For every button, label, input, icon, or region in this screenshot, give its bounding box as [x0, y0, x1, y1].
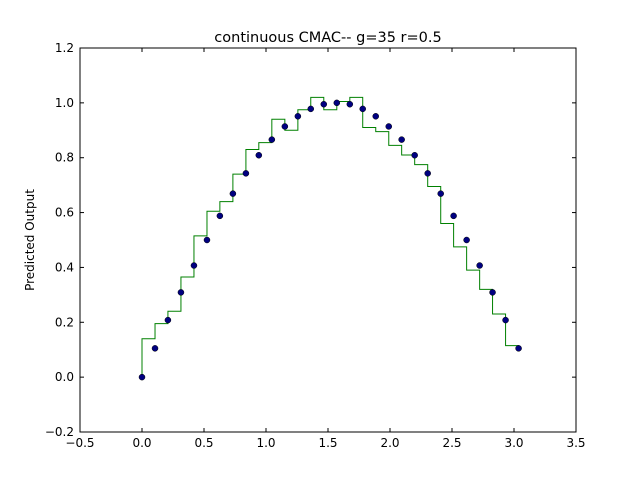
x-tick-label: 0.5 — [194, 436, 213, 450]
data-point — [151, 345, 159, 352]
y-tick-label: 0.8 — [55, 151, 74, 165]
data-point — [463, 236, 470, 244]
data-point — [489, 289, 496, 296]
y-tick-label: −0.2 — [45, 425, 74, 439]
data-point — [164, 316, 172, 324]
data-point — [190, 262, 198, 269]
x-tick-label: 1.0 — [256, 436, 275, 450]
x-tick-label: 1.5 — [318, 436, 337, 450]
data-point — [268, 136, 276, 143]
data-point — [437, 190, 444, 197]
x-tick-label: 3.5 — [566, 436, 585, 450]
data-point — [216, 212, 224, 220]
y-tick-label: 0.2 — [55, 315, 74, 329]
data-point — [346, 100, 354, 108]
prediction-step-line — [141, 96, 520, 378]
data-point — [177, 289, 185, 296]
data-point — [255, 152, 263, 159]
data-point — [281, 123, 289, 130]
data-point — [385, 123, 393, 130]
y-axis-label: Predicted Output — [23, 189, 37, 291]
data-point — [476, 262, 483, 269]
data-point — [294, 113, 302, 120]
data-point — [203, 236, 211, 244]
label-layer: −0.5 0.0 0.5 1.0 1.5 2.0 2.5 3.0 3.5 −0.2 0.0 0.2 0.… — [45, 41, 586, 450]
x-tick-label: 2.5 — [442, 436, 461, 450]
x-tick-label: 2.0 — [380, 436, 399, 450]
data-point — [515, 345, 522, 352]
x-tick-label: −0.5 — [65, 436, 94, 450]
chart-title: continuous CMAC-- g=35 r=0.5 — [214, 30, 441, 46]
data-point — [320, 100, 328, 108]
y-tick-label: 1.2 — [55, 41, 74, 55]
plot-area — [80, 48, 576, 432]
data-point — [411, 152, 418, 159]
data-point — [502, 316, 509, 324]
y-tick-label: 0.6 — [55, 206, 74, 220]
y-tick-label: 0.4 — [55, 260, 74, 274]
data-point — [242, 170, 250, 177]
y-tick-label: 0.0 — [55, 370, 74, 384]
data-point — [333, 99, 341, 107]
data-point — [424, 170, 431, 177]
y-tick-label: 1.0 — [55, 96, 74, 110]
series-layer — [138, 96, 522, 381]
data-point — [398, 136, 405, 143]
data-point — [359, 105, 366, 113]
data-point — [450, 212, 457, 220]
data-point — [229, 190, 237, 197]
data-point — [307, 105, 315, 113]
x-tick-label: 0.0 — [132, 436, 151, 450]
data-point — [138, 373, 146, 381]
x-tick-label: 3.0 — [504, 436, 523, 450]
plot-frame — [79, 47, 577, 433]
data-point — [372, 113, 379, 120]
